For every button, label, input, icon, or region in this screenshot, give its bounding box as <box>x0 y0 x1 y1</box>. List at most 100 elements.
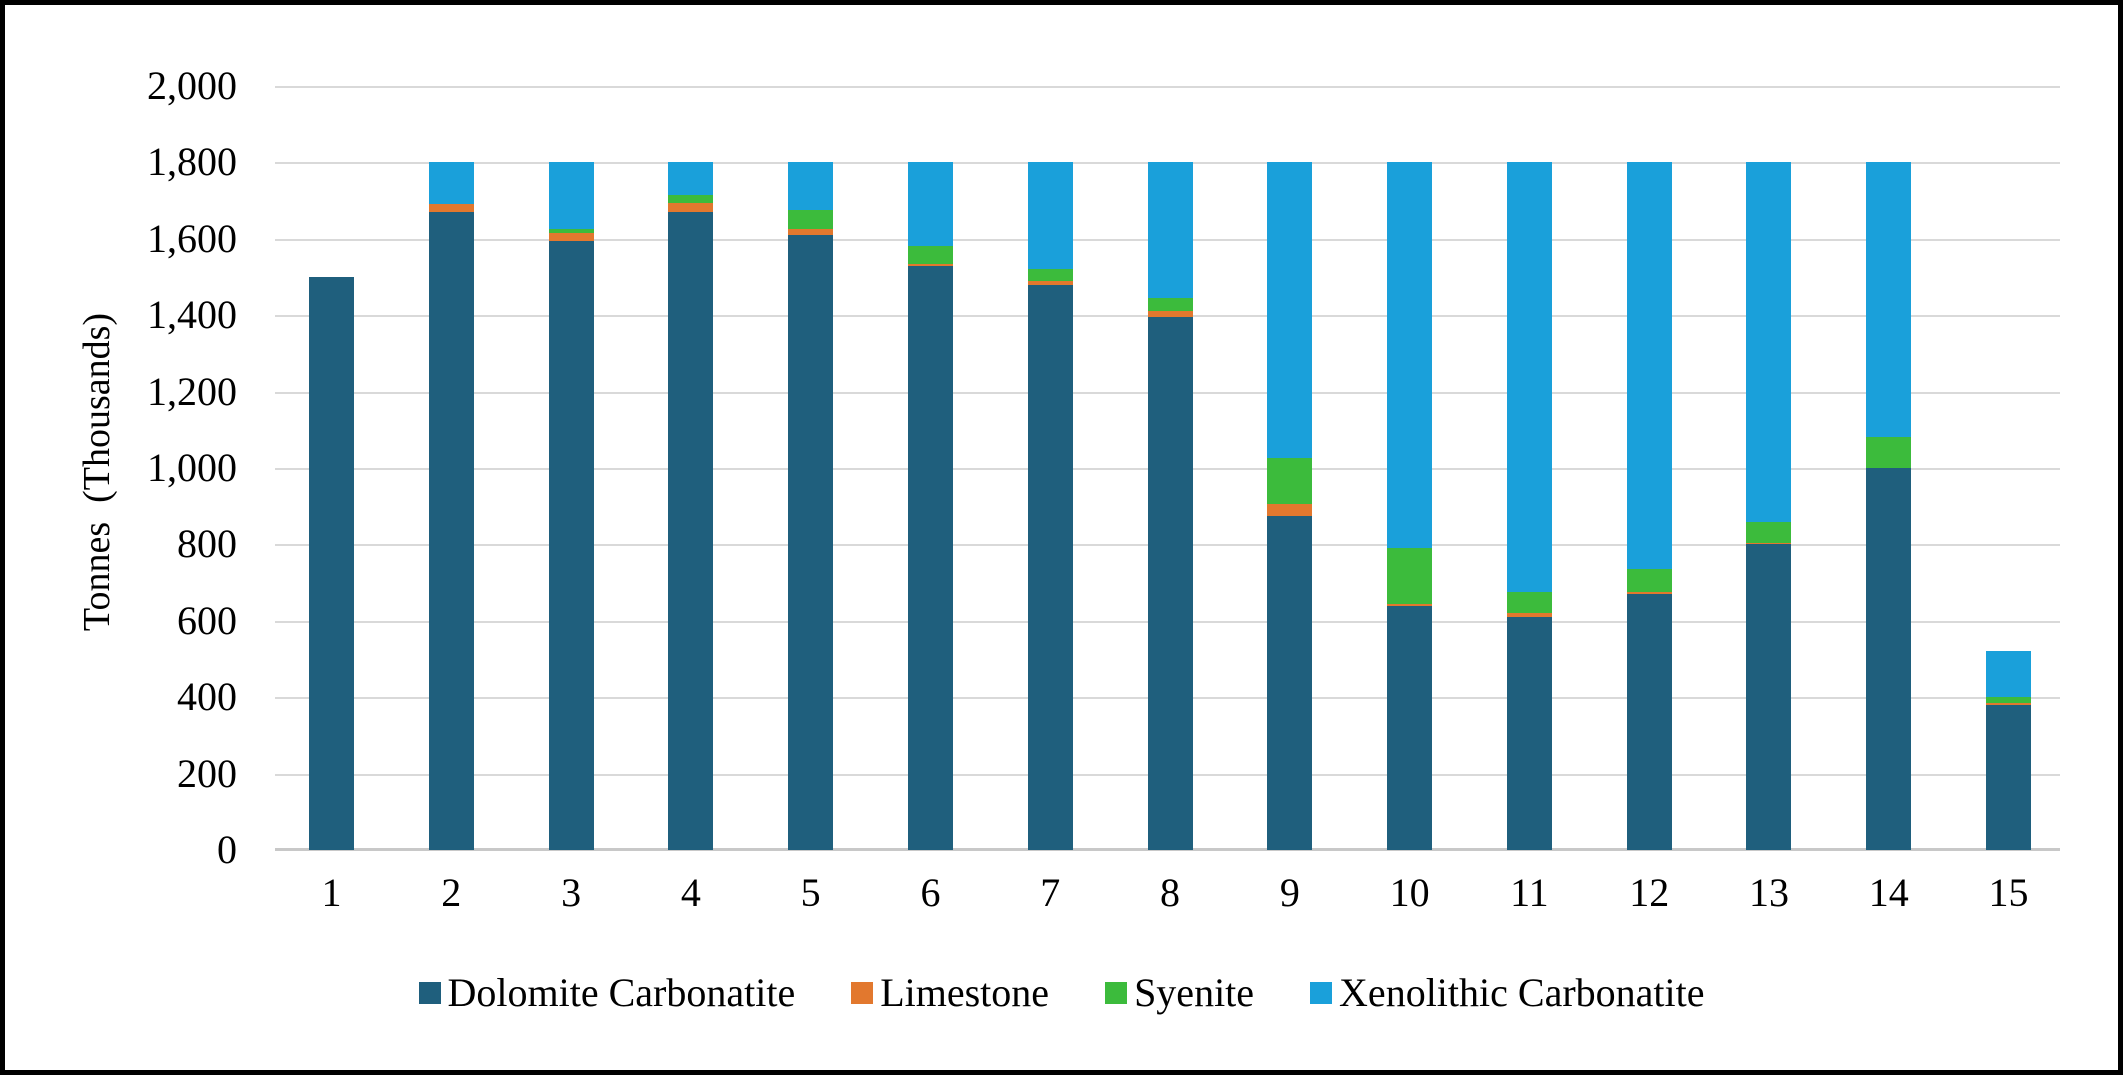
legend-item-syenite: Syenite <box>1105 971 1254 1015</box>
bar-category-15 <box>1986 651 2032 850</box>
bar-segment-syenite-cat-5 <box>788 210 834 230</box>
y-tick-label-1000: 1,000 <box>147 445 237 490</box>
bar-segment-limestone-cat-10 <box>1387 603 1433 606</box>
bar-segment-xenolithic-carbonatite-cat-5 <box>788 162 834 211</box>
plot-area <box>275 86 2060 851</box>
bar-category-10 <box>1387 162 1433 850</box>
bar-segment-syenite-cat-9 <box>1267 458 1313 505</box>
bar-segment-limestone-cat-15 <box>1986 702 2032 705</box>
bar-segment-xenolithic-carbonatite-cat-9 <box>1267 162 1313 459</box>
legend-label: Dolomite Carbonatite <box>447 970 796 1015</box>
bar-segment-limestone-cat-4 <box>668 202 714 213</box>
bar-segment-xenolithic-carbonatite-cat-7 <box>1027 162 1073 270</box>
x-tick-label-10: 10 <box>1389 870 1430 915</box>
x-tick-label-8: 8 <box>1160 870 1181 915</box>
bar-category-6 <box>907 162 953 850</box>
bar-segment-xenolithic-carbonatite-cat-8 <box>1147 162 1193 299</box>
legend-swatch-icon <box>1105 982 1128 1004</box>
bar-segment-dolomite-carbonatite-cat-14 <box>1866 468 1912 850</box>
legend-swatch-icon <box>851 982 874 1004</box>
bar-segment-syenite-cat-15 <box>1986 697 2032 703</box>
x-tick-label-6: 6 <box>920 870 941 915</box>
bar-segment-syenite-cat-4 <box>668 194 714 203</box>
y-tick-label-800: 800 <box>177 521 237 567</box>
legend-item-dolomite-carbonatite: Dolomite Carbonatite <box>418 970 796 1015</box>
bar-segment-limestone-cat-13 <box>1746 542 1792 545</box>
bar-segment-dolomite-carbonatite-cat-9 <box>1267 515 1313 850</box>
legend-swatch-icon <box>1310 982 1333 1004</box>
bar-segment-xenolithic-carbonatite-cat-10 <box>1387 162 1433 549</box>
bar-segment-xenolithic-carbonatite-cat-14 <box>1866 162 1912 438</box>
bar-segment-dolomite-carbonatite-cat-12 <box>1626 594 1672 850</box>
bar-segment-xenolithic-carbonatite-cat-4 <box>668 162 714 195</box>
bar-segment-syenite-cat-7 <box>1027 269 1073 281</box>
bar-segment-syenite-cat-3 <box>548 229 594 234</box>
gridline-2000 <box>275 86 2060 88</box>
x-tick-label-2: 2 <box>441 870 462 915</box>
bar-segment-dolomite-carbonatite-cat-10 <box>1387 605 1433 850</box>
y-tick-label-0: 0 <box>217 827 237 872</box>
bar-category-11 <box>1506 162 1552 850</box>
bar-segment-dolomite-carbonatite-cat-4 <box>668 212 714 850</box>
bar-segment-xenolithic-carbonatite-cat-13 <box>1746 162 1792 522</box>
bar-segment-limestone-cat-3 <box>548 233 594 241</box>
bar-segment-dolomite-carbonatite-cat-5 <box>788 234 834 850</box>
bar-segment-dolomite-carbonatite-cat-13 <box>1746 544 1792 850</box>
bar-category-4 <box>668 162 714 850</box>
bar-category-9 <box>1267 162 1313 850</box>
bar-segment-xenolithic-carbonatite-cat-6 <box>907 162 953 247</box>
bar-category-8 <box>1147 162 1193 850</box>
bar-category-13 <box>1746 162 1792 850</box>
bar-category-1 <box>309 277 354 850</box>
bar-category-3 <box>548 162 594 850</box>
legend-item-limestone: Limestone <box>851 971 1049 1015</box>
bar-segment-dolomite-carbonatite-cat-3 <box>548 240 594 850</box>
legend-label: Syenite <box>1134 970 1255 1015</box>
y-tick-label-1800: 1,800 <box>147 139 237 185</box>
x-tick-label-15: 15 <box>1988 870 2029 915</box>
x-tick-label-4: 4 <box>680 870 701 915</box>
bar-segment-syenite-cat-11 <box>1506 592 1552 614</box>
y-tick-label-400: 400 <box>177 674 237 720</box>
x-tick-label-14: 14 <box>1868 870 1909 915</box>
bar-segment-limestone-cat-7 <box>1027 280 1073 285</box>
y-tick-label-1600: 1,600 <box>147 215 237 261</box>
y-tick-label-2000: 2,000 <box>147 63 237 108</box>
y-tick-label-1200: 1,200 <box>147 368 237 414</box>
bar-segment-limestone-cat-9 <box>1267 504 1313 516</box>
bar-segment-dolomite-carbonatite-cat-7 <box>1027 284 1073 850</box>
bar-segment-dolomite-carbonatite-cat-8 <box>1147 317 1193 850</box>
bar-segment-dolomite-carbonatite-cat-2 <box>428 212 474 850</box>
bar-segment-dolomite-carbonatite-cat-1 <box>309 277 354 850</box>
bar-segment-limestone-cat-2 <box>428 204 474 213</box>
bar-segment-dolomite-carbonatite-cat-15 <box>1986 704 2032 850</box>
bar-segment-limestone-cat-8 <box>1147 311 1193 318</box>
x-tick-label-1: 1 <box>321 870 342 915</box>
bar-segment-xenolithic-carbonatite-cat-12 <box>1626 162 1672 570</box>
y-tick-label-600: 600 <box>177 597 237 643</box>
bar-segment-xenolithic-carbonatite-cat-11 <box>1506 162 1552 593</box>
bar-segment-syenite-cat-8 <box>1147 298 1193 312</box>
x-tick-label-13: 13 <box>1748 870 1789 915</box>
x-tick-label-11: 11 <box>1510 870 1549 915</box>
legend-label: Limestone <box>880 970 1050 1015</box>
x-tick-label-3: 3 <box>561 870 582 915</box>
bar-segment-dolomite-carbonatite-cat-6 <box>907 265 953 850</box>
bar-segment-limestone-cat-5 <box>788 229 834 235</box>
bar-segment-limestone-cat-11 <box>1506 613 1552 617</box>
legend-label: Xenolithic Carbonatite <box>1339 970 1705 1015</box>
bar-segment-syenite-cat-14 <box>1866 437 1912 468</box>
bar-category-5 <box>788 162 834 850</box>
bar-segment-syenite-cat-12 <box>1626 569 1672 593</box>
bar-segment-dolomite-carbonatite-cat-11 <box>1506 616 1552 850</box>
bar-segment-limestone-cat-12 <box>1626 592 1672 595</box>
bar-category-7 <box>1027 162 1073 850</box>
bar-category-12 <box>1626 162 1672 850</box>
x-tick-label-5: 5 <box>800 870 821 915</box>
bar-segment-syenite-cat-6 <box>907 246 953 264</box>
bar-segment-xenolithic-carbonatite-cat-3 <box>548 162 594 230</box>
bar-segment-xenolithic-carbonatite-cat-15 <box>1986 651 2032 698</box>
bar-segment-syenite-cat-10 <box>1387 548 1433 604</box>
legend: Dolomite Carbonatite Limestone Syenite Xeno… <box>5 971 2118 1015</box>
